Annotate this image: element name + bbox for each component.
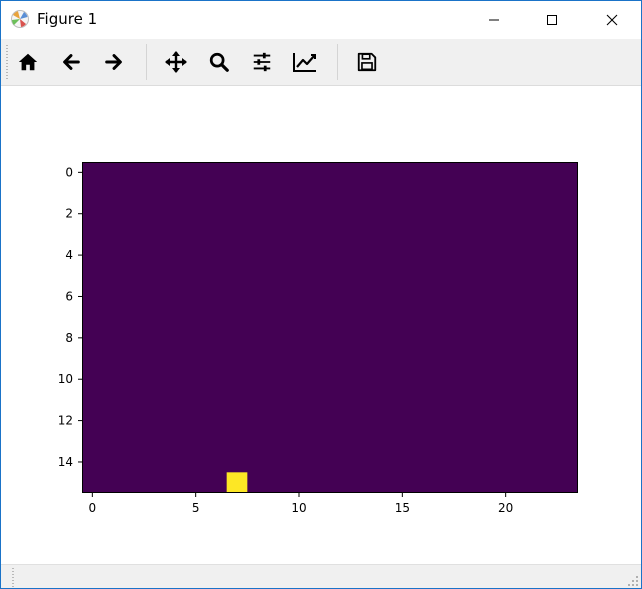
axes-frame xyxy=(82,162,578,493)
configure-subplots-button[interactable] xyxy=(245,45,279,79)
edit-axes-button[interactable] xyxy=(288,45,322,79)
statusbar-grip xyxy=(12,568,14,588)
x-tick-label: 10 xyxy=(291,501,306,515)
close-button[interactable] xyxy=(589,1,635,39)
home-button[interactable] xyxy=(11,45,45,79)
back-button[interactable] xyxy=(54,45,88,79)
line-chart-icon xyxy=(293,53,316,72)
maximize-button[interactable] xyxy=(529,1,575,39)
navigation-toolbar xyxy=(1,39,641,85)
resize-grip-icon[interactable] xyxy=(627,575,639,587)
forward-button[interactable] xyxy=(97,45,131,79)
x-tick-label: 5 xyxy=(192,501,200,515)
magnifier-icon xyxy=(209,52,229,72)
minimize-icon xyxy=(489,19,499,21)
x-tick-label: 0 xyxy=(89,501,97,515)
close-icon xyxy=(606,14,618,26)
heatmap-background xyxy=(82,162,578,493)
y-tick-label: 10 xyxy=(58,372,73,386)
toolbar-grip[interactable] xyxy=(6,45,8,79)
floppy-disk-icon xyxy=(357,52,377,72)
arrow-right-icon xyxy=(105,54,122,70)
title-bar: Figure 1 xyxy=(1,1,641,39)
sliders-icon xyxy=(253,52,271,72)
toolbar-separator xyxy=(337,44,338,80)
x-tick-label: 15 xyxy=(395,501,410,515)
arrow-left-icon xyxy=(63,54,80,70)
save-button[interactable] xyxy=(350,45,384,79)
y-tick-label: 14 xyxy=(58,455,73,469)
y-tick-label: 2 xyxy=(65,207,73,221)
zoom-button[interactable] xyxy=(202,45,236,79)
status-bar xyxy=(1,564,641,588)
figure-canvas[interactable]: 0 5 10 15 20 0 2 4 6 8 10 12 14 xyxy=(1,86,641,563)
toolbar-border xyxy=(1,85,641,86)
matplotlib-logo-icon xyxy=(10,9,30,29)
y-tick-label: 12 xyxy=(58,414,73,428)
y-tick-label: 6 xyxy=(65,289,73,303)
x-tick-label: 20 xyxy=(498,501,513,515)
heatmap-plot[interactable]: 0 5 10 15 20 0 2 4 6 8 10 12 14 xyxy=(1,86,641,563)
minimize-button[interactable] xyxy=(471,1,517,39)
toolbar-separator xyxy=(146,44,147,80)
maximize-icon xyxy=(547,15,557,25)
heatmap-cell xyxy=(226,472,248,493)
y-tick-label: 0 xyxy=(65,165,73,179)
pan-button[interactable] xyxy=(159,45,193,79)
home-icon xyxy=(18,53,38,71)
y-tick-label: 4 xyxy=(65,248,73,262)
window-title: Figure 1 xyxy=(37,10,98,28)
y-tick-label: 8 xyxy=(65,331,73,345)
move-icon xyxy=(165,51,187,73)
